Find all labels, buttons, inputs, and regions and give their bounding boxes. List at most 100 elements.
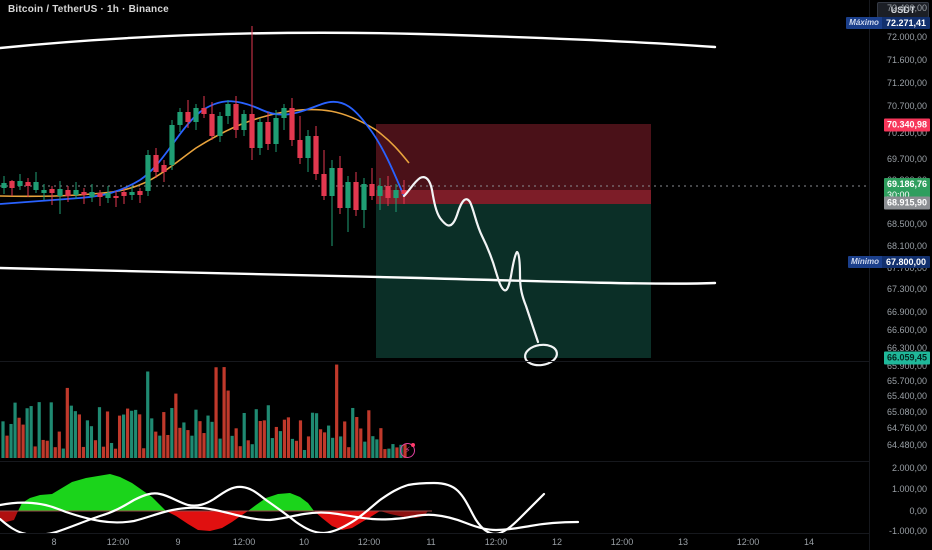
volume-bar bbox=[142, 448, 146, 458]
oscillator-tick: 1.000,00 bbox=[891, 484, 927, 494]
candle-body bbox=[321, 174, 327, 196]
volume-bar bbox=[1, 421, 5, 458]
tag-value: 67.800,00 bbox=[881, 256, 930, 268]
volume-bar bbox=[290, 438, 295, 458]
oscillator-tick: -1.000,00 bbox=[888, 526, 927, 536]
stop-loss-zone[interactable] bbox=[376, 124, 651, 190]
volume-bar bbox=[162, 412, 166, 458]
bid-price-label[interactable]: 68.915,90 bbox=[883, 196, 930, 210]
short-position-tool[interactable] bbox=[376, 124, 651, 358]
volume-bar bbox=[186, 430, 190, 458]
price-tick: 67.700,00 bbox=[886, 263, 927, 273]
lower-band-line bbox=[0, 266, 717, 285]
volume-bar bbox=[331, 437, 335, 458]
candle-body bbox=[17, 181, 23, 186]
candle-body bbox=[65, 190, 71, 196]
volume-bar bbox=[282, 419, 286, 458]
volume-bar bbox=[13, 402, 17, 458]
alert-badge-icon[interactable]: ⚡ bbox=[400, 443, 415, 458]
volume-bar bbox=[234, 428, 238, 458]
volume-bar bbox=[222, 367, 226, 458]
candle-body bbox=[241, 114, 247, 130]
tag-label: Mínimo bbox=[847, 256, 882, 268]
candle-body bbox=[313, 136, 319, 174]
price-tick: 72.400,00 bbox=[886, 3, 927, 13]
badge-countdown: 30:00 bbox=[886, 190, 910, 200]
volume-bar bbox=[278, 431, 282, 458]
volume-bar bbox=[254, 409, 258, 458]
oscillator-tick: 2.000,00 bbox=[891, 463, 927, 473]
volume-bar bbox=[266, 405, 270, 458]
volume-bar bbox=[395, 447, 399, 458]
candle-body bbox=[81, 192, 87, 195]
candlestick-series bbox=[1, 26, 407, 246]
volume-bar bbox=[310, 412, 315, 458]
volume-bar bbox=[327, 425, 331, 458]
time-tick: 13 bbox=[677, 537, 689, 547]
candle-body bbox=[345, 182, 351, 208]
volume-bar bbox=[21, 424, 25, 458]
volume-bar bbox=[230, 435, 234, 458]
candle-body bbox=[145, 155, 151, 191]
last-price-label[interactable]: 70.340,98 bbox=[883, 118, 930, 132]
volume-bar bbox=[202, 433, 206, 458]
macd-histogram-negative-3 bbox=[314, 511, 380, 530]
volume-bar bbox=[53, 447, 57, 458]
volume-bar bbox=[17, 417, 21, 458]
time-tick: 11 bbox=[426, 537, 436, 547]
candle-body bbox=[289, 108, 295, 140]
hand-drawn-target-circle[interactable] bbox=[523, 343, 559, 367]
price-tick: 65.700,00 bbox=[886, 376, 927, 386]
candle-body bbox=[177, 112, 183, 125]
hand-drawn-projection[interactable] bbox=[402, 176, 540, 344]
candle-body bbox=[393, 190, 399, 198]
candle-body bbox=[337, 168, 343, 208]
volume-bar bbox=[166, 434, 170, 458]
volume-bar bbox=[170, 408, 174, 458]
moving-average-fast bbox=[0, 100, 405, 205]
candle-body bbox=[49, 189, 55, 193]
volume-bar bbox=[97, 407, 102, 458]
volume-bar bbox=[258, 421, 262, 458]
alert-notification-dot bbox=[411, 443, 415, 447]
alert-bolt-glyph: ⚡ bbox=[404, 445, 411, 455]
candle-body bbox=[305, 136, 311, 158]
candle-body bbox=[113, 196, 119, 198]
volume-bar bbox=[126, 408, 130, 458]
volume-bar bbox=[101, 446, 106, 458]
volume-bar bbox=[9, 423, 13, 458]
price-axis[interactable]: USDT 72.400,00 72.000,00 71.600,00 71.200,0… bbox=[846, 0, 932, 550]
target-price-label[interactable]: 66.059,45 bbox=[883, 351, 930, 365]
volume-bar bbox=[367, 410, 371, 458]
candle-body bbox=[41, 190, 47, 193]
candle-body bbox=[233, 104, 239, 130]
macd-signal-line bbox=[0, 481, 546, 534]
volume-bar bbox=[85, 420, 90, 458]
volume-bar bbox=[29, 406, 33, 458]
candle-body bbox=[217, 116, 223, 136]
maximum-price-tag[interactable]: Máximo 72.271,41 bbox=[846, 17, 930, 29]
candle-body bbox=[225, 104, 231, 116]
tag-label: Máximo bbox=[846, 17, 882, 29]
price-tick: 70.200,00 bbox=[886, 128, 927, 138]
time-axis[interactable]: 8 12:00 9 12:00 10 12:00 11 12:00 12 12:00 13 12:00… bbox=[0, 533, 870, 550]
volume-bar bbox=[45, 440, 49, 458]
volume-bar bbox=[69, 405, 73, 458]
volume-bar bbox=[314, 413, 319, 458]
stop-loss-zone-entry[interactable] bbox=[376, 190, 651, 204]
price-tick: 71.600,00 bbox=[886, 55, 927, 65]
minimum-price-tag[interactable]: Mínimo 67.800,00 bbox=[847, 256, 930, 268]
volume-bar bbox=[150, 418, 154, 458]
candle-body bbox=[25, 182, 31, 186]
volume-bar bbox=[371, 436, 375, 458]
time-tick: 12:00 bbox=[484, 537, 508, 547]
candle-body bbox=[105, 193, 111, 198]
candle-body bbox=[169, 125, 175, 165]
volume-bar bbox=[375, 439, 379, 458]
volume-bar bbox=[218, 438, 222, 458]
volume-bar bbox=[383, 449, 387, 458]
candle-body bbox=[161, 165, 167, 172]
volume-bar bbox=[190, 435, 194, 458]
candle-body bbox=[209, 114, 215, 136]
